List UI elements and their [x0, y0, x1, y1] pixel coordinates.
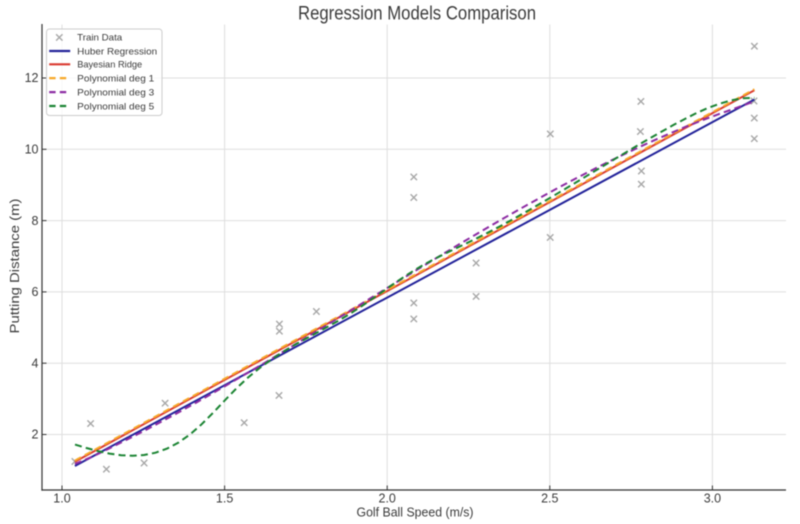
svg-text:Polynomial deg 3: Polynomial deg 3	[77, 87, 154, 98]
svg-text:Train Data: Train Data	[77, 33, 123, 44]
svg-text:Huber Regression: Huber Regression	[77, 46, 157, 57]
svg-text:1.5: 1.5	[216, 492, 233, 506]
svg-text:Regression Models Comparison: Regression Models Comparison	[298, 4, 536, 25]
svg-text:Bayesian Ridge: Bayesian Ridge	[77, 60, 142, 71]
svg-text:3.0: 3.0	[704, 492, 721, 506]
svg-text:Polynomial deg 5: Polynomial deg 5	[77, 101, 154, 112]
svg-text:2.0: 2.0	[379, 492, 396, 506]
svg-text:2: 2	[32, 428, 39, 442]
svg-text:Putting Distance (m): Putting Distance (m)	[7, 199, 22, 334]
svg-text:Golf Ball Speed (m/s): Golf Ball Speed (m/s)	[357, 505, 474, 520]
svg-text:4: 4	[32, 356, 39, 370]
svg-text:1.0: 1.0	[53, 492, 70, 506]
svg-text:2.5: 2.5	[541, 492, 558, 506]
svg-text:10: 10	[25, 143, 39, 157]
svg-text:6: 6	[32, 285, 39, 299]
svg-text:Polynomial deg 1: Polynomial deg 1	[77, 73, 154, 84]
svg-text:8: 8	[32, 214, 39, 228]
svg-text:12: 12	[25, 71, 39, 85]
